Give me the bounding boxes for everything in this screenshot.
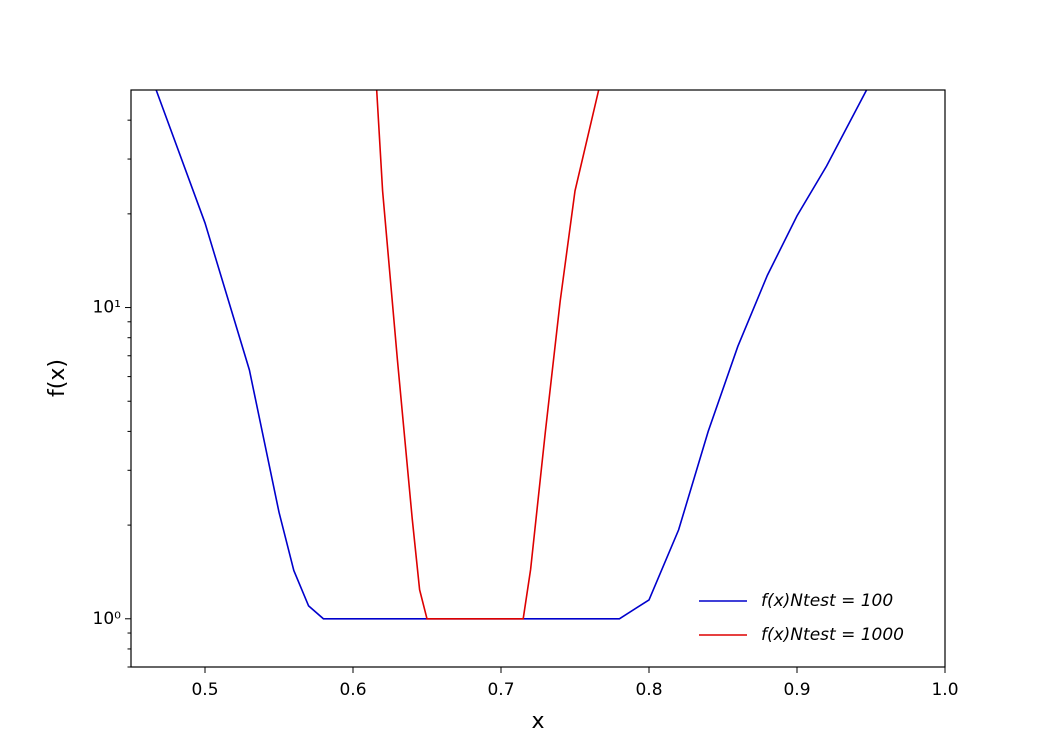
- legend-label: f(x)Ntest = 1000: [761, 625, 904, 645]
- x-tick-label: 0.8: [635, 680, 662, 700]
- y-tick-label: 10¹: [93, 298, 121, 318]
- plot-frame: [130, 89, 946, 668]
- series-line: [375, 90, 600, 620]
- y-tick-label: 10⁰: [93, 609, 122, 629]
- x-tick-label: 0.9: [783, 680, 810, 700]
- legend-label: f(x)Ntest = 100: [761, 591, 893, 611]
- x-axis-label: x: [531, 709, 544, 734]
- x-tick-label: 1.0: [931, 680, 958, 700]
- x-tick-label: 0.7: [487, 680, 514, 700]
- series-line: [155, 90, 868, 620]
- y-axis-label: f(x): [45, 359, 70, 397]
- x-tick-label: 0.5: [191, 680, 218, 700]
- x-tick-label: 0.6: [339, 680, 366, 700]
